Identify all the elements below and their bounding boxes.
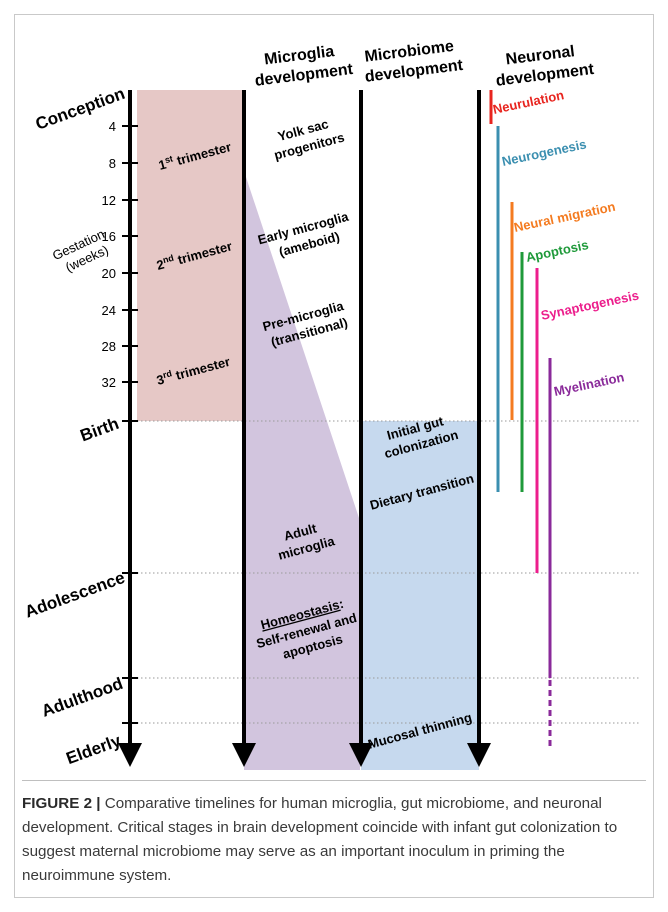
timeline-diagram: 4 8 12 16 20 24 28 32 Microglia development Mic… [22, 37, 641, 770]
microbiome-region [361, 421, 479, 770]
header-microbiome: Microbiome development [361, 37, 464, 86]
stage-adulthood: Adulthood [39, 674, 125, 721]
week-tick-label: 32 [102, 375, 116, 390]
week-tick-label: 12 [102, 193, 116, 208]
stage-elderly: Elderly [64, 731, 124, 768]
caption-divider [22, 780, 646, 781]
figure-frame [14, 14, 654, 898]
week-tick-label: 16 [102, 229, 116, 244]
week-tick-label: 20 [102, 266, 116, 281]
label-neurogenesis: Neurogenesis [501, 136, 588, 169]
week-tick-label: 4 [109, 119, 116, 134]
stage-birth: Birth [78, 414, 122, 445]
label-synaptogenesis: Synaptogenesis [540, 288, 641, 323]
label-neural-migration: Neural migration [513, 199, 617, 235]
microglia-yolk-sac: Yolk sac progenitors [268, 113, 346, 163]
caption-text: Comparative timelines for human microgli… [22, 795, 618, 884]
stage-adolescence: Adolescence [22, 568, 127, 622]
caption-label: FIGURE 2 | [22, 795, 101, 812]
week-tick-label: 24 [102, 303, 116, 318]
week-tick-label: 8 [109, 156, 116, 171]
week-ticks: 4 8 12 16 20 24 28 32 [102, 119, 138, 390]
figure-caption: FIGURE 2 | Comparative timelines for hum… [22, 792, 642, 888]
header-neuronal: Neuronal development [492, 41, 595, 90]
label-myelination: Myelination [553, 369, 626, 399]
label-apoptosis: Apoptosis [525, 237, 590, 265]
header-microglia: Microglia development [251, 41, 354, 90]
label-neurulation: Neurulation [492, 87, 566, 117]
microglia-fill [244, 171, 360, 770]
gestation-region [137, 90, 244, 421]
week-tick-label: 28 [102, 339, 116, 354]
